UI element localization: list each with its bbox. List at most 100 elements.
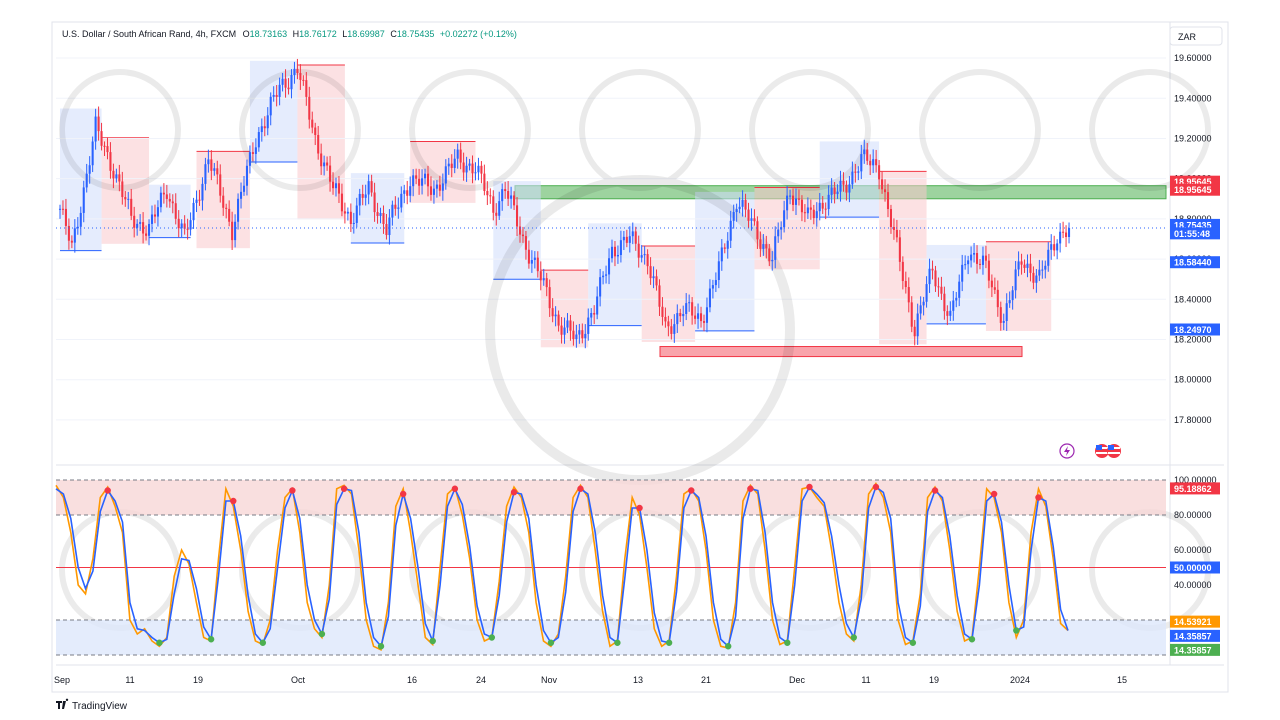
time-tick-label: 19 (193, 675, 203, 685)
candle-body (996, 289, 999, 308)
osc-trough-dot (1013, 627, 1020, 634)
candle-body (245, 165, 249, 186)
candle-body (655, 276, 658, 286)
candle-body (358, 193, 361, 206)
oscillator-layer (55, 479, 1166, 656)
candle-body (385, 224, 388, 236)
candle-body (533, 257, 536, 260)
candle-body (507, 191, 510, 199)
candle-body (421, 178, 424, 186)
osc-peak-dot (399, 490, 407, 498)
candle-body (575, 334, 578, 340)
candle-body (999, 307, 1002, 323)
candle-body (783, 210, 786, 228)
tradingview-label: TradingView (72, 701, 128, 712)
candle-body (895, 229, 898, 238)
candle-body (423, 173, 427, 179)
candle-body (928, 268, 931, 285)
osc-value-badge (1170, 561, 1220, 574)
candle-body (886, 192, 890, 210)
candle-body (747, 209, 750, 221)
candle-body (735, 209, 738, 213)
candle-body (1008, 300, 1011, 304)
osc-peak-dot (688, 487, 695, 494)
candle-body (818, 202, 821, 212)
candle-body (447, 163, 450, 167)
us-flag-icon-2[interactable] (1107, 444, 1121, 458)
currency-button[interactable]: ZAR (1169, 26, 1223, 46)
candle-body (750, 218, 753, 221)
candle-body (222, 195, 225, 208)
osc-trough-dot (614, 639, 621, 646)
osc-trough-dot (725, 643, 732, 650)
candle-body (521, 234, 525, 237)
candle-body (901, 261, 904, 282)
candle-body (643, 254, 646, 256)
change-value: +0.02272 (+0.12%) (440, 29, 517, 39)
candle-body (1020, 261, 1023, 265)
candle-body (504, 189, 507, 192)
candle-body (688, 302, 691, 304)
candle-body (616, 254, 619, 257)
candle-body (64, 208, 67, 226)
chart-frame (51, 21, 1229, 693)
candle-body (186, 228, 189, 230)
candle-body (237, 198, 240, 222)
candle-body (397, 207, 400, 209)
candle-body (596, 296, 599, 315)
candle-body (142, 222, 145, 234)
candle-body (76, 226, 79, 229)
tradingview-logo[interactable]: TradingView (56, 698, 128, 712)
osc-peak-dot (289, 487, 296, 494)
candle-body (691, 302, 694, 316)
candle-body (958, 281, 961, 298)
candle-body (605, 274, 608, 276)
candle-body (147, 223, 151, 236)
candle-body (1053, 244, 1056, 251)
candle-body (501, 189, 504, 202)
candle-body (610, 246, 614, 259)
candle-body (711, 285, 714, 289)
price-badge-label: 01:55:48 (1174, 229, 1210, 239)
candle-body (207, 159, 210, 165)
osc-trough-dot (665, 639, 673, 646)
alert-icon[interactable] (1059, 443, 1075, 459)
osc-peak-dot (872, 483, 880, 491)
us-flag-icon[interactable] (1095, 444, 1109, 458)
candle-body (1059, 231, 1062, 244)
candle-body (272, 94, 275, 97)
candle-body (771, 259, 774, 262)
candle-body (180, 223, 183, 229)
candle-body (323, 162, 326, 167)
candle-body (459, 149, 462, 163)
candle-body (474, 172, 477, 174)
candle-body (70, 240, 73, 243)
candle-body (388, 217, 391, 236)
candle-body (708, 288, 711, 308)
candle-body (717, 261, 720, 281)
candle-body (940, 286, 943, 294)
candle-body (1017, 261, 1020, 270)
candle-body (82, 187, 85, 213)
price-tick-label: 19.60000 (1174, 53, 1212, 63)
candle-body (913, 326, 916, 337)
candle-body (789, 195, 792, 197)
candle-body (382, 213, 385, 225)
candle-body (581, 330, 584, 339)
close-value: 18.75435 (397, 29, 435, 39)
candle-body (515, 205, 519, 227)
candle-body (993, 287, 996, 290)
osc-peak-dot (340, 485, 348, 492)
candle-body (61, 208, 65, 210)
candle-body (634, 231, 637, 244)
symbol-title: U.S. Dollar / South African Rand, 4h, FX… (62, 29, 236, 39)
osc-trough-dot (318, 630, 326, 638)
candle-body (376, 212, 379, 216)
candle-body (738, 206, 741, 210)
candle-body (91, 141, 94, 166)
osc-value-label: 50.00000 (1174, 563, 1212, 573)
candle-body (370, 181, 373, 193)
candle-body (269, 96, 272, 116)
candle-body (569, 320, 572, 331)
